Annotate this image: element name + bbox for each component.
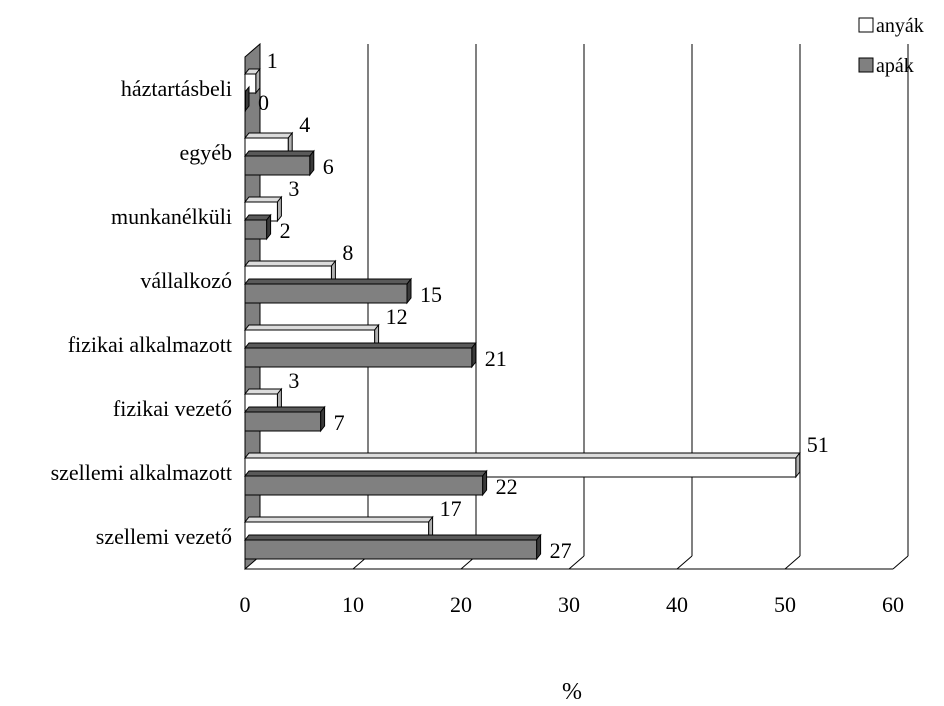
data-label-anyak: 8 bbox=[342, 240, 353, 265]
bar-anyak bbox=[243, 67, 261, 95]
bar-apak bbox=[243, 341, 477, 369]
category-label: vállalkozó bbox=[140, 268, 232, 293]
x-tick-label: 40 bbox=[666, 592, 688, 617]
grid-floor-line bbox=[892, 555, 909, 570]
bar-apak-top bbox=[243, 342, 477, 349]
bar-anyak-end bbox=[795, 451, 801, 479]
bar-anyak bbox=[243, 515, 434, 543]
bar-anyak-top bbox=[243, 260, 337, 267]
data-label-anyak: 1 bbox=[267, 48, 278, 73]
bar-anyak-top bbox=[243, 324, 380, 331]
bar-apak bbox=[243, 469, 488, 497]
bar-anyak-front bbox=[244, 73, 257, 94]
bar-apak-end bbox=[309, 149, 315, 177]
bar-apak-front bbox=[244, 155, 311, 176]
data-label-apak: 6 bbox=[323, 154, 334, 179]
x-tick-label: 20 bbox=[450, 592, 472, 617]
bar-apak bbox=[244, 85, 250, 113]
bar-apak-end bbox=[536, 533, 542, 561]
bar-apak-front bbox=[244, 283, 408, 304]
bar-apak-front bbox=[244, 347, 473, 368]
legend-swatch bbox=[858, 17, 874, 33]
bar-apak-top bbox=[243, 406, 326, 413]
bar-anyak-top bbox=[243, 388, 283, 395]
bar-apak-front bbox=[244, 411, 322, 432]
bar-apak-front bbox=[244, 219, 268, 240]
category-label: munkanélküli bbox=[111, 204, 232, 229]
data-label-apak: 22 bbox=[496, 474, 518, 499]
data-label-anyak: 12 bbox=[386, 304, 408, 329]
bar-anyak-top bbox=[243, 132, 294, 139]
category-label: fizikai alkalmazott bbox=[68, 332, 232, 357]
category-label: egyéb bbox=[179, 140, 232, 165]
legend: anyák apák bbox=[858, 15, 924, 77]
x-tick-label: 0 bbox=[240, 592, 251, 617]
category-label: szellemi vezető bbox=[96, 524, 232, 549]
x-tick-label: 60 bbox=[882, 592, 904, 617]
bar-apak-end bbox=[482, 469, 488, 497]
bar-apak-end bbox=[320, 405, 326, 433]
bar-apak-end bbox=[266, 213, 272, 241]
data-label-anyak: 51 bbox=[807, 432, 829, 457]
data-label-apak: 7 bbox=[334, 410, 345, 435]
data-label-anyak: 3 bbox=[288, 176, 299, 201]
bars bbox=[243, 67, 801, 561]
data-label-apak: 0 bbox=[258, 90, 269, 115]
legend-label: apák bbox=[876, 55, 914, 77]
bar-apak-top bbox=[243, 150, 315, 157]
x-tick-label: 50 bbox=[774, 592, 796, 617]
bar-apak-top bbox=[243, 534, 542, 541]
x-tick-label: 30 bbox=[558, 592, 580, 617]
data-label-anyak: 4 bbox=[299, 112, 310, 137]
bar-apak-end bbox=[471, 341, 477, 369]
bar-apak-front bbox=[244, 91, 246, 112]
data-label-apak: 27 bbox=[550, 538, 572, 563]
category-label: fizikai vezető bbox=[113, 396, 232, 421]
bar-apak bbox=[243, 149, 315, 177]
data-label-apak: 2 bbox=[280, 218, 291, 243]
x-tick-label: 10 bbox=[342, 592, 364, 617]
category-label: szellemi alkalmazott bbox=[51, 460, 232, 485]
grid-floor-line bbox=[676, 555, 693, 570]
grid-floor-line bbox=[568, 555, 585, 570]
data-label-anyak: 3 bbox=[288, 368, 299, 393]
grid-floor-line bbox=[784, 555, 801, 570]
legend-swatch bbox=[858, 57, 874, 73]
bar-apak bbox=[243, 213, 272, 241]
bar-apak-top bbox=[243, 470, 488, 477]
category-label: háztartásbeli bbox=[121, 76, 232, 101]
data-label-anyak: 17 bbox=[440, 496, 462, 521]
bar-anyak-top bbox=[243, 196, 283, 203]
legend-label: anyák bbox=[876, 15, 924, 37]
x-axis-label: % bbox=[562, 679, 582, 705]
data-label-apak: 15 bbox=[420, 282, 442, 307]
bar-apak-end bbox=[406, 277, 412, 305]
bar-anyak-top bbox=[243, 516, 434, 523]
bar-apak bbox=[243, 405, 326, 433]
bar-anyak-top bbox=[243, 452, 801, 459]
bar-apak bbox=[243, 277, 413, 305]
bar-apak bbox=[243, 533, 542, 561]
bar-apak-front bbox=[244, 539, 538, 560]
bar-apak-top bbox=[243, 278, 413, 285]
bar-apak-front bbox=[244, 475, 484, 496]
data-label-apak: 21 bbox=[485, 346, 507, 371]
